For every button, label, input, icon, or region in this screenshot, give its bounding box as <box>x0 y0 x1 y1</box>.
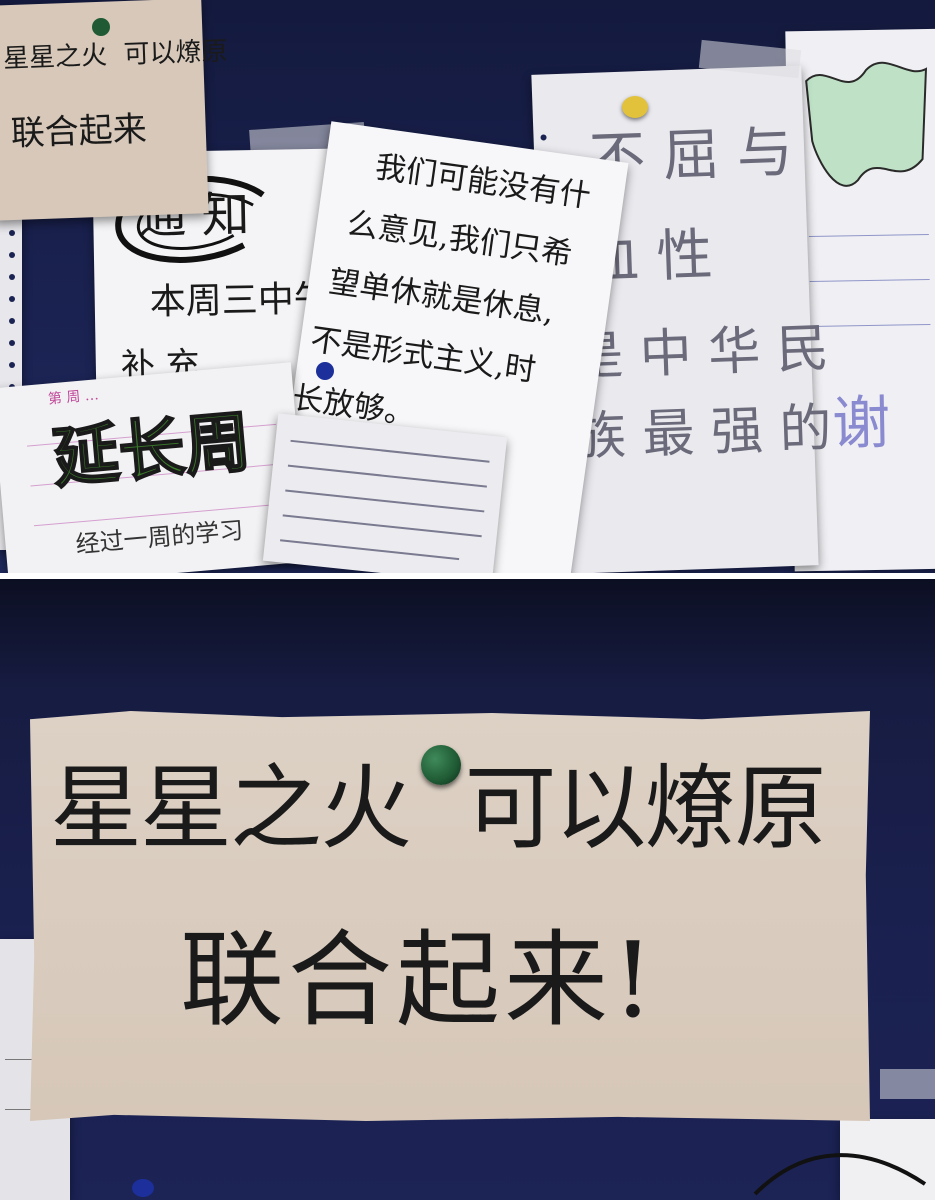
big-kraft-note: 星星之火 可以燎原 联合起来! <box>30 711 870 1121</box>
right-sheet-line-4: 族 最 强 的 <box>572 398 833 468</box>
slanted-note-line-1: 我们可能没有什 <box>372 148 593 215</box>
printed-text-sheet <box>262 413 508 573</box>
swirl-icon <box>115 175 265 263</box>
green-pushpin-icon <box>421 745 461 785</box>
slanted-note-line-2: 么意见,我们只希 <box>344 205 575 273</box>
blue-pushpin-icon <box>132 1179 154 1197</box>
right-partial-paper <box>840 1119 935 1200</box>
green-pushpin-icon <box>92 18 110 36</box>
blue-pushpin-icon <box>316 362 334 380</box>
corner-note-line-2: 联合起来 <box>10 109 148 155</box>
yellow-pushpin-icon <box>622 96 648 118</box>
top-photo: 谢 不 屈 与 血 性 是 中 华 民 族 最 强 的 通 知 本周三中午 补 … <box>0 0 935 573</box>
slanted-note-line-4: 不是形式主义,时 <box>308 321 538 389</box>
extended-week-subtitle: 经过一周的学习 <box>74 516 245 559</box>
corner-note-line-1: 星星之火 可以燎原 <box>2 36 229 75</box>
curve-doodle-icon <box>753 1153 927 1196</box>
green-doodle-icon <box>805 61 928 187</box>
right-sheet-line-3: 是 中 华 民 <box>570 318 830 388</box>
extended-week-header: 第 周 … <box>47 387 100 408</box>
big-note-line-1: 星星之火 可以燎原 <box>50 755 826 862</box>
slanted-note-line-3: 望单休就是休息, <box>326 263 557 331</box>
big-note-line-2: 联合起来! <box>180 919 658 1041</box>
extended-week-sheet: 第 周 … 延长周 经过一周的学习 <box>0 362 309 573</box>
photo-divider <box>0 573 935 579</box>
extended-week-title: 延长周 <box>49 401 255 498</box>
tape-strip <box>880 1069 935 1099</box>
far-right-text: 谢 <box>831 388 891 458</box>
bottom-photo: 星星之火 可以燎原 联合起来! <box>0 579 935 1200</box>
notice-sheet: 通 知 本周三中午 补 充 … <box>92 147 418 483</box>
far-right-sheet: 谢 <box>785 28 935 572</box>
